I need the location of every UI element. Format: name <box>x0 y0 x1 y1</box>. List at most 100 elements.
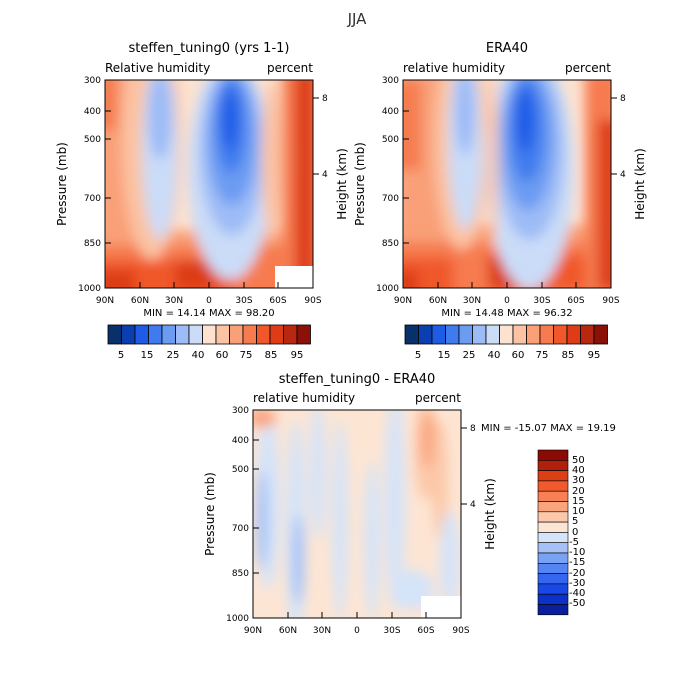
panel-model-left-label: Relative humidity <box>105 61 210 75</box>
panel-model-xtick-60s: 60S <box>269 296 286 306</box>
panel-model-cb-swatch-7 <box>202 324 217 345</box>
panel-era40-cb-swatch-13 <box>580 324 595 345</box>
panel-diff-cb-label-m50: -50 <box>569 598 585 609</box>
panel-model-cb-swatch-0 <box>107 324 122 345</box>
panel-era40-xtick-90s: 90S <box>602 296 619 306</box>
panel-era40-title: ERA40 <box>486 41 528 56</box>
panel-diff-x-ticks: 90N 60N 30N 0 30S 60S 90S <box>244 612 470 636</box>
panel-diff-ytick-300: 300 <box>232 406 249 416</box>
panel-era40-ytick-400: 400 <box>382 107 399 117</box>
panel-diff-cb-swatch-4 <box>537 490 569 502</box>
panel-diff-cb-swatch-10 <box>537 552 569 564</box>
panel-model-xtick-30n: 30N <box>165 296 183 306</box>
panel-era40-xtick-0: 0 <box>504 296 510 306</box>
panel-era40-colorbar: 5 15 25 40 60 75 85 95 <box>404 324 608 361</box>
panel-diff-cb-swatch-7 <box>537 521 569 533</box>
panel-diff-cb-swatch-9 <box>537 542 569 554</box>
panel-era40-cb-swatch-14 <box>593 324 608 345</box>
panel-model-cb-swatch-3 <box>148 324 163 345</box>
panel-diff-cb-swatch-6 <box>537 511 569 523</box>
panel-model-field <box>105 80 313 288</box>
panel-model-cb-swatch-5 <box>175 324 190 345</box>
panel-model-x-ticks: 90N 60N 30N 0 30S 60S 90S <box>96 282 322 306</box>
panel-diff-cb-label-m15: -15 <box>569 557 585 568</box>
panel-diff-ylabel: Pressure (mb) <box>203 472 217 556</box>
panel-era40-htick-4: 4 <box>620 170 626 180</box>
panel-diff-cb-swatch-12 <box>537 573 569 585</box>
panel-era40-cb-swatch-11 <box>553 324 568 345</box>
panel-era40-cb-label-95: 95 <box>588 350 601 361</box>
panel-era40-htick-8: 8 <box>620 94 626 104</box>
panel-model-htick-8: 8 <box>322 94 328 104</box>
panel-model-cb-swatch-9 <box>229 324 244 345</box>
panel-diff-xtick-90n: 90N <box>244 626 262 636</box>
panel-diff-xtick-0: 0 <box>354 626 360 636</box>
panel-diff-htick-4: 4 <box>470 500 476 510</box>
panel-model-y-ticks: 300 400 500 700 850 1000 <box>78 76 111 294</box>
panel-era40-cb-label-5: 5 <box>415 350 421 361</box>
panel-diff-colorbar-boxes <box>537 449 569 616</box>
panel-diff-title: steffen_tuning0 - ERA40 <box>279 372 436 387</box>
panel-model-ytick-500: 500 <box>84 135 101 145</box>
panel-diff-right-axis-label: Height (km) <box>483 478 497 549</box>
panel-diff-cb-label-m5: -5 <box>569 537 579 548</box>
panel-era40-ytick-500: 500 <box>382 135 399 145</box>
panel-era40-cb-swatch-10 <box>539 324 554 345</box>
panel-model-xtick-0: 0 <box>206 296 212 306</box>
panel-model-ytick-1000: 1000 <box>78 284 101 294</box>
panel-diff-ytick-1000: 1000 <box>226 614 249 624</box>
panel-diff-cb-label-50: 50 <box>572 455 585 466</box>
panel-model-ytick-300: 300 <box>84 76 101 86</box>
panel-diff-cb-swatch-0 <box>537 449 569 461</box>
panel-diff-cb-swatch-3 <box>537 480 569 492</box>
panel-era40-cb-swatch-8 <box>512 324 527 345</box>
panel-diff-ytick-700: 700 <box>232 524 249 534</box>
panel-diff-cb-label-0: 0 <box>572 527 578 538</box>
panel-era40-cb-swatch-3 <box>445 324 460 345</box>
panel-model-xtick-30s: 30S <box>235 296 252 306</box>
panel-diff-xtick-60s: 60S <box>417 626 434 636</box>
panel-model-xtick-90s: 90S <box>304 296 321 306</box>
panel-diff-cb-swatch-1 <box>537 459 569 471</box>
panel-diff-cb-label-m30: -30 <box>569 578 585 589</box>
panel-model-height-ticks: 8 4 <box>313 94 328 180</box>
panel-diff-ytick-850: 850 <box>232 569 249 579</box>
panel-era40-cb-swatch-12 <box>566 324 581 345</box>
panel-model-cb-swatch-4 <box>161 324 176 345</box>
panel-model-cb-swatch-11 <box>256 324 271 345</box>
panel-model-colorbar-boxes <box>107 324 311 345</box>
panel-model: steffen_tuning0 (yrs 1-1) Relative humid… <box>55 41 349 361</box>
panel-diff-colorbar: 50 40 30 20 15 10 5 0 -5 -10 -15 -20 -30… <box>537 449 585 616</box>
panel-model-xtick-90n: 90N <box>96 296 114 306</box>
panel-model-cb-label-75: 75 <box>240 350 253 361</box>
panel-era40-cb-swatch-0 <box>404 324 419 345</box>
panel-diff: steffen_tuning0 - ERA40 relative humidit… <box>203 372 616 636</box>
panel-era40-cb-label-40: 40 <box>488 350 501 361</box>
panel-diff-cb-swatch-8 <box>537 532 569 544</box>
panel-diff-y-ticks: 300 400 500 700 850 1000 <box>226 406 259 624</box>
panel-era40-colorbar-boxes <box>404 324 608 345</box>
panel-era40-cb-swatch-4 <box>458 324 473 345</box>
panel-diff-xtick-60n: 60N <box>279 626 297 636</box>
panel-era40-x-ticks: 90N 60N 30N 0 30S 60S 90S <box>394 282 620 306</box>
panel-era40-xtick-60s: 60S <box>567 296 584 306</box>
panel-era40-xtick-60n: 60N <box>429 296 447 306</box>
panel-model-cb-label-25: 25 <box>167 350 180 361</box>
panel-diff-cb-label-m40: -40 <box>569 588 585 599</box>
panel-diff-cb-label-20: 20 <box>572 486 585 497</box>
panel-era40-cb-swatch-9 <box>526 324 541 345</box>
panel-model-xtick-60n: 60N <box>131 296 149 306</box>
panel-era40-xtick-30s: 30S <box>533 296 550 306</box>
panel-model-right-axis-label: Height (km) <box>335 148 349 219</box>
panel-diff-minmax: MIN = -15.07 MAX = 19.19 <box>481 423 616 434</box>
panel-model-cb-label-85: 85 <box>265 350 278 361</box>
panel-model-colorbar: 5 15 25 40 60 75 85 95 <box>107 324 311 361</box>
panel-model-cb-label-5: 5 <box>118 350 124 361</box>
panel-diff-cb-label-30: 30 <box>572 475 585 486</box>
panel-diff-ytick-400: 400 <box>232 436 249 446</box>
panel-diff-left-label: relative humidity <box>253 391 355 405</box>
panel-era40-cb-label-60: 60 <box>512 350 525 361</box>
panel-model-minmax: MIN = 14.14 MAX = 98.20 <box>143 308 274 319</box>
panel-diff-right-label: percent <box>415 391 461 405</box>
